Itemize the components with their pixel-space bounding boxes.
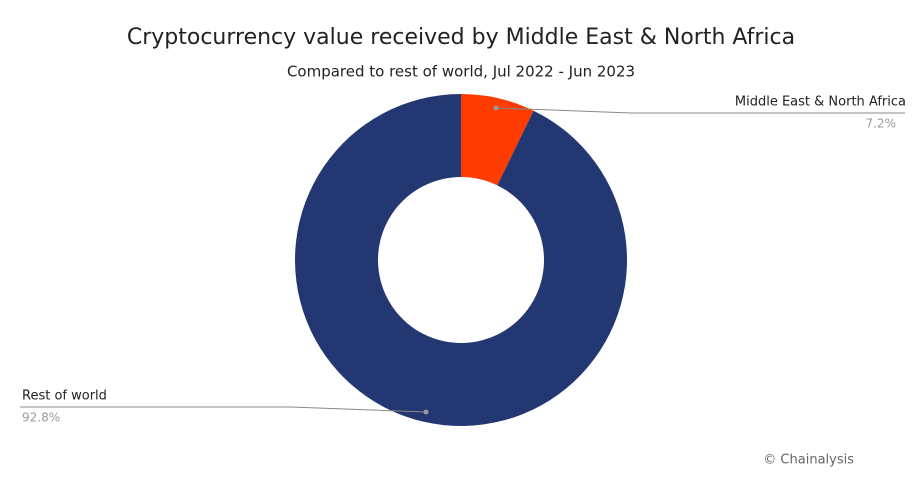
leader-line bbox=[20, 406, 427, 413]
slice-label: Rest of world bbox=[22, 389, 107, 404]
chart-subtitle: Compared to rest of world, Jul 2022 - Ju… bbox=[287, 63, 635, 81]
leader-dot bbox=[493, 105, 499, 111]
source: © Chainalysis bbox=[763, 453, 854, 468]
donut-slice bbox=[461, 94, 534, 186]
leader-line bbox=[495, 107, 905, 114]
value-label: 92.8% bbox=[22, 411, 60, 425]
leader-dot bbox=[423, 409, 429, 415]
donut-slice bbox=[294, 94, 627, 426]
chart-title: Cryptocurrency value received by Middle … bbox=[127, 25, 795, 50]
value-label: 7.2% bbox=[866, 117, 897, 131]
slice-label: Middle East & North Africa bbox=[735, 95, 906, 110]
